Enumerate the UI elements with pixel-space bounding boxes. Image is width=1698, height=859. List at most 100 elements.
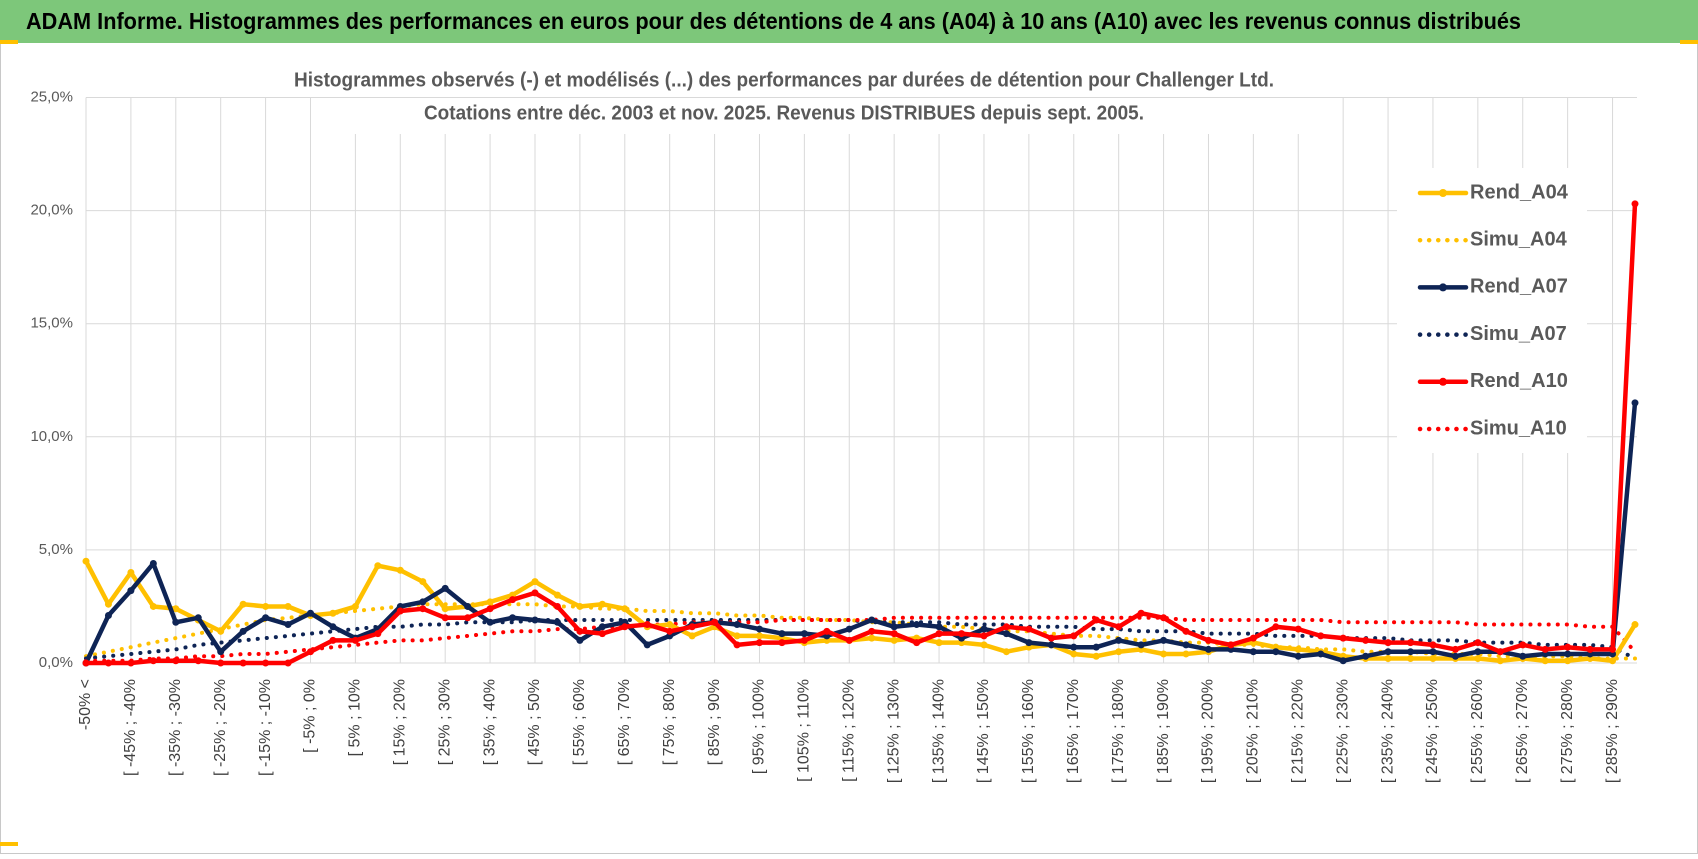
point bbox=[1474, 639, 1482, 647]
corner bbox=[0, 842, 18, 846]
point bbox=[1429, 641, 1437, 649]
point bbox=[262, 602, 270, 610]
legend-label: Rend_A07 bbox=[1470, 276, 1568, 298]
point bbox=[1541, 645, 1549, 653]
point bbox=[1564, 657, 1572, 665]
point bbox=[239, 659, 247, 667]
point bbox=[396, 566, 404, 574]
point bbox=[755, 632, 763, 640]
point bbox=[688, 632, 696, 640]
point bbox=[1519, 652, 1527, 660]
point bbox=[1317, 650, 1325, 658]
series-line bbox=[83, 400, 1638, 666]
point bbox=[419, 598, 427, 606]
point bbox=[688, 623, 696, 631]
point bbox=[441, 614, 449, 622]
point bbox=[104, 600, 112, 608]
point bbox=[598, 623, 606, 631]
y-tick-label: 10,0% bbox=[30, 428, 73, 445]
point bbox=[419, 578, 427, 586]
point bbox=[1272, 623, 1280, 631]
point bbox=[1362, 652, 1370, 660]
point bbox=[1182, 650, 1190, 658]
x-tick-label: [ 235% ; 240% bbox=[1379, 679, 1396, 783]
point bbox=[1115, 623, 1123, 631]
series-line bbox=[84, 618, 1637, 661]
x-tick-label: [ 265% ; 270% bbox=[1514, 679, 1531, 783]
point bbox=[823, 627, 831, 635]
point bbox=[217, 627, 225, 635]
point bbox=[1047, 634, 1055, 642]
x-tick-label: [ 5% ; 10% bbox=[347, 679, 364, 756]
legend-label: Simu_A07 bbox=[1470, 323, 1567, 345]
point bbox=[1451, 645, 1459, 653]
point bbox=[1474, 648, 1482, 656]
x-tick-label: [ 135% ; 140% bbox=[930, 679, 947, 783]
corner bbox=[0, 40, 18, 44]
point bbox=[1115, 636, 1123, 644]
point bbox=[531, 578, 539, 586]
point bbox=[845, 625, 853, 633]
x-tick-label: [ 25% ; 30% bbox=[436, 679, 453, 765]
legend-box bbox=[1397, 168, 1587, 453]
point bbox=[486, 598, 494, 606]
point bbox=[598, 630, 606, 638]
header-title: ADAM Informe. Histogrammes des performan… bbox=[26, 8, 1521, 34]
point bbox=[913, 639, 921, 647]
point bbox=[329, 609, 337, 617]
point bbox=[576, 636, 584, 644]
point bbox=[1025, 625, 1033, 633]
point bbox=[1204, 645, 1212, 653]
point bbox=[1429, 648, 1437, 656]
point bbox=[1564, 650, 1572, 658]
x-tick-label: [ 95% ; 100% bbox=[751, 679, 768, 774]
point bbox=[1249, 634, 1257, 642]
x-tick-label: [ 245% ; 250% bbox=[1424, 679, 1441, 783]
point bbox=[868, 616, 876, 624]
point bbox=[239, 600, 247, 608]
point bbox=[531, 616, 539, 624]
point bbox=[1407, 639, 1415, 647]
x-tick-label: [ 145% ; 150% bbox=[975, 679, 992, 783]
legend-marker bbox=[1439, 189, 1447, 197]
x-tick-label: [ -15% ; -10% bbox=[257, 679, 274, 776]
point bbox=[1160, 636, 1168, 644]
point bbox=[149, 559, 157, 567]
point bbox=[868, 634, 876, 642]
x-tick-label: [ 275% ; 280% bbox=[1559, 679, 1576, 783]
point bbox=[486, 618, 494, 626]
point bbox=[1407, 654, 1415, 662]
point bbox=[104, 659, 112, 667]
x-tick-label: [ 155% ; 160% bbox=[1020, 679, 1037, 783]
x-tick-label: [ 185% ; 190% bbox=[1155, 679, 1172, 783]
point bbox=[1384, 654, 1392, 662]
point bbox=[890, 636, 898, 644]
point bbox=[868, 627, 876, 635]
x-tick-label: -50% < bbox=[77, 679, 94, 730]
point bbox=[1070, 650, 1078, 658]
point bbox=[374, 562, 382, 570]
point bbox=[980, 632, 988, 640]
point bbox=[800, 636, 808, 644]
x-tick-label: [ 35% ; 40% bbox=[481, 679, 498, 765]
point bbox=[755, 639, 763, 647]
point bbox=[149, 657, 157, 665]
point bbox=[217, 659, 225, 667]
x-tick-label: [ 125% ; 130% bbox=[885, 679, 902, 783]
legend-marker bbox=[1439, 377, 1447, 386]
x-tick-label: [ 105% ; 110% bbox=[796, 679, 813, 782]
legend-label: Simu_A10 bbox=[1470, 417, 1567, 439]
point bbox=[1609, 645, 1617, 653]
header-bar bbox=[0, 0, 1698, 43]
point bbox=[643, 621, 651, 629]
point bbox=[1631, 200, 1639, 208]
point bbox=[217, 648, 225, 656]
point bbox=[1092, 616, 1100, 624]
chart-subtitle: Cotations entre déc. 2003 et nov. 2025. … bbox=[424, 102, 1144, 124]
point bbox=[845, 636, 853, 644]
point bbox=[1070, 643, 1078, 651]
point bbox=[1002, 623, 1010, 631]
legend-label: Rend_A10 bbox=[1470, 370, 1568, 392]
point bbox=[1002, 630, 1010, 638]
